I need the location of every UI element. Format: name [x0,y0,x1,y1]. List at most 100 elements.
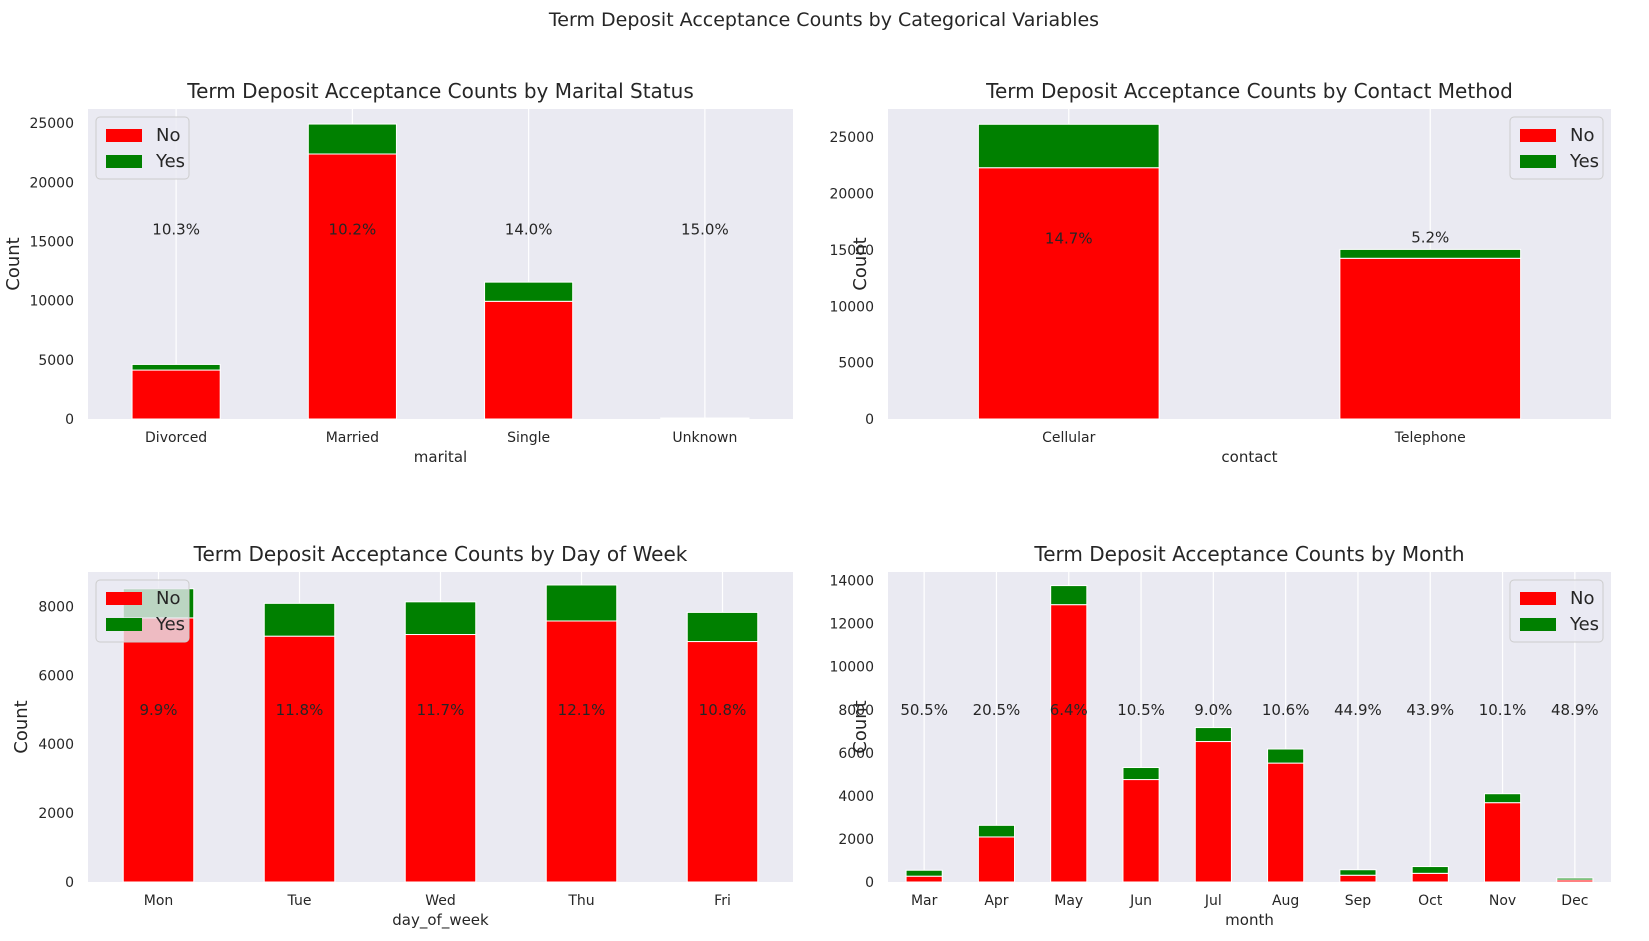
bar-no [123,618,194,882]
legend: No Yes [96,580,189,642]
legend-label-no: No [156,588,180,609]
y-tick-label: 0 [65,412,74,428]
bar-no [264,636,335,882]
legend-label-yes: Yes [155,151,185,172]
y-tick-label: 0 [865,412,874,428]
subplot-3: 9.9%11.8%11.7%12.1%10.8%0200040006000800… [11,542,793,930]
legend-label-no: No [1570,125,1594,146]
y-axis-label: Count [3,237,24,290]
figure-title: Term Deposit Acceptance Counts by Catego… [548,9,1099,31]
x-tick-label: Wed [425,893,456,909]
x-tick-label: May [1054,893,1083,909]
y-tick-label: 0 [865,875,874,891]
y-tick-label: 10000 [829,299,874,315]
legend-label-yes: Yes [1569,614,1599,635]
legend-label-yes: Yes [1569,151,1599,172]
subplot-1: 10.3%10.2%14.0%15.0%05000100001500020000… [3,79,793,466]
legend-swatch-yes [106,618,142,631]
bar-yes [978,825,1014,837]
legend-swatch-no [1520,129,1556,142]
legend-swatch-yes [1520,618,1556,631]
percentage-label: 9.9% [139,701,177,719]
percentage-label: 9.0% [1194,701,1232,719]
legend: No Yes [96,117,189,179]
bar-no [906,876,942,882]
percentage-label: 11.7% [417,701,465,719]
bar-no [978,168,1159,419]
bar-yes [405,602,476,635]
bar-no [1195,742,1231,882]
x-tick-label: Aug [1272,893,1299,909]
y-tick-label: 2000 [38,806,74,822]
percentage-label: 5.2% [1411,228,1449,246]
y-tick-label: 20000 [829,187,874,203]
y-axis-label: Count [11,700,32,753]
y-tick-label: 5000 [838,356,874,372]
bar-no [132,370,220,419]
bar-yes [1412,867,1448,874]
legend-label-no: No [156,125,180,146]
percentage-label: 10.3% [152,221,200,239]
bar-no [1412,873,1448,882]
y-tick-label: 10000 [829,660,874,676]
bar-no [1051,605,1087,882]
x-tick-label: Oct [1418,893,1443,909]
y-tick-label: 4000 [838,789,874,805]
y-tick-label: 15000 [29,235,74,251]
bar-yes [1123,768,1159,780]
bar-yes [978,124,1159,167]
bar-yes [1340,249,1521,258]
percentage-label: 44.9% [1334,701,1382,719]
y-tick-label: 8000 [38,599,74,615]
y-tick-label: 0 [65,875,74,891]
bar-no [1484,803,1520,882]
x-tick-label: Tue [287,893,312,909]
bar-no [405,635,476,882]
bar-yes [546,585,617,621]
bar-yes [1195,728,1231,742]
bar-yes [1484,794,1520,803]
x-axis-label: day_of_week [392,911,489,930]
percentage-label: 14.7% [1045,230,1093,248]
bar-no [1340,258,1521,419]
x-tick-label: Jun [1129,893,1152,909]
percentage-label: 10.1% [1479,701,1527,719]
x-tick-label: Thu [567,893,594,909]
y-tick-label: 20000 [29,175,74,191]
percentage-label: 14.0% [505,221,553,239]
y-tick-label: 25000 [829,130,874,146]
bar-no [1268,763,1304,882]
subplot-title: Term Deposit Acceptance Counts by Marita… [186,79,694,103]
x-tick-label: Mon [144,893,174,909]
y-tick-label: 6000 [38,668,74,684]
y-tick-label: 25000 [29,116,74,132]
bar-yes [264,603,335,636]
subplot-4: 50.5%20.5%6.4%10.5%9.0%10.6%44.9%43.9%10… [829,542,1611,929]
legend-label-yes: Yes [155,614,185,635]
bar-no [978,837,1014,882]
bar-no [687,642,758,882]
bar-yes [687,612,758,641]
subplot-2: 14.7%5.2%0500010000150002000025000Cellul… [829,79,1611,466]
x-tick-label: Fri [714,893,731,909]
x-tick-label: Dec [1561,893,1588,909]
x-tick-label: Telephone [1394,430,1466,446]
percentage-label: 20.5% [973,701,1021,719]
y-axis-label: Count [850,237,871,290]
percentage-label: 43.9% [1406,701,1454,719]
bar-no [1340,875,1376,882]
x-axis-label: month [1225,911,1274,929]
subplot-title: Term Deposit Acceptance Counts by Month [1033,542,1464,566]
bar-yes [485,282,573,301]
x-tick-label: Nov [1489,893,1516,909]
percentage-label: 10.2% [329,221,377,239]
bar-yes [308,124,396,154]
x-tick-label: Divorced [145,430,207,446]
bar-no [546,621,617,882]
x-tick-label: Sep [1345,893,1372,909]
legend-swatch-no [1520,592,1556,605]
percentage-label: 10.5% [1117,701,1165,719]
